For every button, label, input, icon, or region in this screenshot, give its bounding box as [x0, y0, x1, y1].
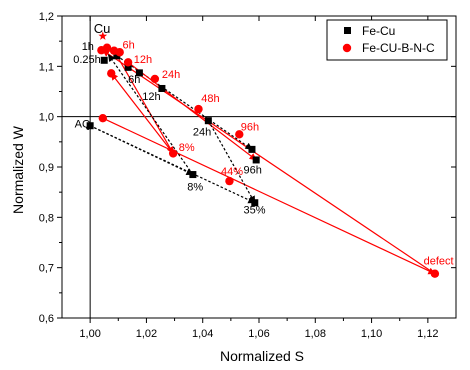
point-fe-cu	[135, 69, 143, 77]
annotation-black: 8%	[187, 182, 203, 194]
legend: Fe-Cu Fe-CU-B-N-C	[326, 19, 448, 61]
y-tick-label: 0,9	[39, 162, 54, 174]
arrow-black	[207, 120, 256, 204]
arrow-red	[127, 61, 257, 161]
y-tick-label: 1,0	[39, 112, 54, 124]
arrow-red	[110, 72, 174, 154]
annotation-black: 6h	[128, 74, 140, 86]
point-fe-cu	[124, 63, 132, 71]
cu-star-marker	[98, 31, 108, 40]
point-fe-cu	[86, 122, 94, 130]
x-tick-label: 1,08	[305, 328, 326, 340]
legend-box	[326, 19, 448, 61]
y-tick-label: 0,8	[39, 212, 54, 224]
annotation-black: 0.25h	[73, 54, 101, 66]
annotation-red: 12h	[134, 54, 152, 66]
arrow-black	[107, 54, 194, 175]
annotation-black: 1h	[82, 41, 94, 53]
x-tick-label: 1,12	[417, 328, 438, 340]
point-fe-cu	[189, 171, 197, 179]
annotation-red: 8%	[179, 142, 195, 154]
legend-label-fe-cu: Fe-Cu	[362, 24, 395, 38]
point-fe-cu-b-n-c	[235, 130, 244, 139]
axes: 1,00 1,02 1,04 1,06 1,08 1,10 1,12 0,6 0,7 0,8 0,9…	[39, 11, 457, 340]
annotation-red: 96h	[241, 121, 259, 133]
data-points	[86, 31, 440, 278]
point-fe-cu-b-n-c	[225, 176, 234, 186]
annotation-red: 48h	[201, 93, 219, 105]
x-tick-label: 1,00	[79, 328, 100, 340]
point-fe-cu-b-n-c	[107, 69, 116, 78]
x-tick-label: 1,04	[192, 328, 213, 340]
point-fe-cu-b-n-c	[194, 104, 203, 114]
x-tick-label: 1,02	[136, 328, 157, 340]
annotation-black: 35%	[244, 204, 266, 216]
point-fe-cu-b-n-c	[123, 58, 133, 67]
point-fe-cu-b-n-c	[115, 48, 124, 57]
arrow-red	[102, 117, 436, 275]
point-fe-cu	[100, 56, 108, 64]
x-tick-label: 1,06	[248, 328, 269, 340]
point-fe-cu-b-n-c	[430, 269, 440, 278]
point-fe-cu	[251, 199, 259, 207]
point-fe-cu	[252, 156, 260, 164]
point-fe-cu-b-n-c	[98, 113, 108, 123]
y-tick-label: 1,2	[39, 11, 54, 23]
reference-lines	[62, 16, 456, 318]
annotation-red: 44%	[221, 166, 243, 178]
annotation-black: 96h	[244, 165, 262, 177]
legend-label-fe-cu-b-n-c: Fe-CU-B-N-C	[362, 41, 435, 55]
arrow-red	[113, 50, 174, 155]
annotation-red: 6h	[123, 40, 135, 52]
arrow-red	[102, 49, 436, 275]
y-tick-label: 0,7	[39, 263, 54, 275]
point-fe-cu-b-n-c	[168, 149, 178, 158]
annotation-black: 24h	[193, 126, 211, 138]
point-fe-cu	[113, 52, 121, 60]
point-fe-cu	[248, 145, 256, 153]
legend-marker-fe-cu	[344, 27, 351, 34]
annotation-black: 12h	[142, 91, 160, 103]
point-fe-cu	[158, 84, 166, 92]
y-tick-label: 0,6	[39, 313, 54, 325]
y-tick-label: 1,1	[39, 61, 54, 73]
arrow-black	[89, 125, 256, 204]
x-axis-title: Normalized S	[220, 348, 304, 364]
annotation-red: 24h	[162, 69, 180, 81]
point-fe-cu	[204, 117, 212, 125]
annotations: CuAQ8%35%1h0.25h6h12h24h96h8%44%defect6h…	[73, 21, 453, 268]
point-fe-cu-b-n-c	[102, 43, 112, 52]
arrows	[89, 49, 436, 275]
annotation-red: defect	[424, 256, 454, 268]
y-axis-title: Normalized W	[10, 125, 26, 214]
annotation-black: AQ	[75, 119, 91, 131]
cu-label: Cu	[94, 21, 111, 36]
x-tick-label: 1,10	[361, 328, 382, 340]
point-fe-cu-b-n-c	[150, 74, 160, 84]
legend-marker-fe-cu-b-n-c	[342, 43, 352, 53]
